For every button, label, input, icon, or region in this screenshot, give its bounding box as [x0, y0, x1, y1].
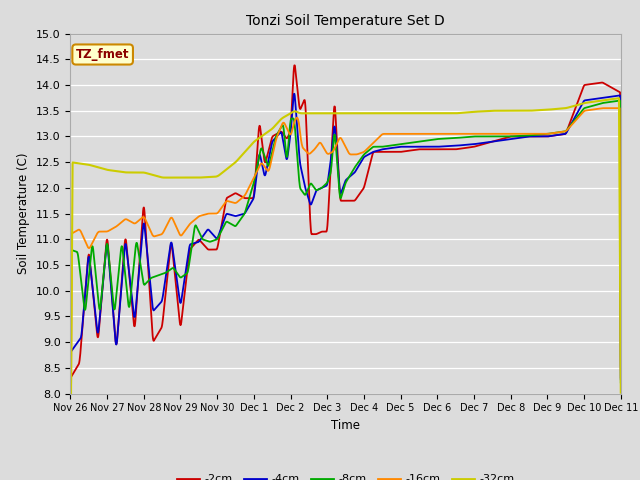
Legend: -2cm, -4cm, -8cm, -16cm, -32cm: -2cm, -4cm, -8cm, -16cm, -32cm	[172, 470, 519, 480]
X-axis label: Time: Time	[331, 419, 360, 432]
Text: TZ_fmet: TZ_fmet	[76, 48, 129, 61]
Y-axis label: Soil Temperature (C): Soil Temperature (C)	[17, 153, 30, 275]
Title: Tonzi Soil Temperature Set D: Tonzi Soil Temperature Set D	[246, 14, 445, 28]
